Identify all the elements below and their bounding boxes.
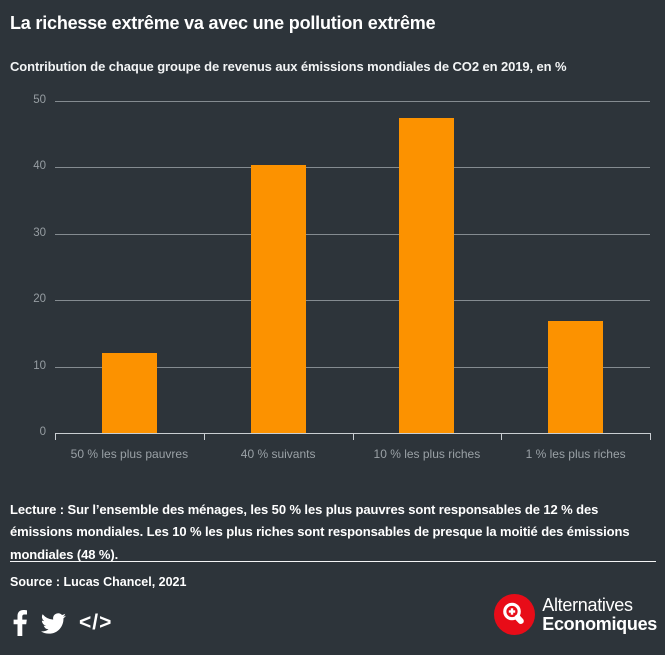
y-tick-label-10: 10: [33, 359, 46, 372]
x-category-label-1: 50 % les plus pauvres: [70, 447, 189, 461]
y-gridline-50: [55, 101, 650, 102]
bar-4: [548, 321, 604, 433]
facebook-icon[interactable]: [12, 610, 28, 636]
source-credit: Source : Lucas Chancel, 2021: [10, 575, 187, 589]
logo-name-line2: Economiques: [542, 613, 657, 634]
x-category-label-4: 1 % les plus riches: [525, 447, 626, 461]
bar-3: [399, 117, 455, 433]
logo-name-line1: Alternatives: [542, 595, 633, 616]
y-tick-label-0: 0: [39, 426, 46, 438]
y-tick-label-40: 40: [33, 160, 46, 173]
chart-title: La richesse extrême va avec une pollutio…: [10, 13, 436, 33]
y-tick-label-50: 50: [33, 94, 46, 106]
x-category-label-2: 40 % suivants: [240, 447, 316, 461]
x-category-label-3: 10 % les plus riches: [373, 447, 481, 461]
y-gridline-10: [55, 366, 650, 368]
bar-2: [250, 165, 306, 433]
x-axis-tick-1: [203, 433, 205, 440]
y-gridline-30: [55, 233, 650, 235]
x-axis-tick-2: [352, 433, 354, 440]
twitter-icon[interactable]: [41, 612, 66, 634]
y-gridline-40: [55, 167, 650, 169]
embed-code-icon[interactable]: </>: [79, 611, 113, 634]
x-axis-tick-4: [650, 433, 651, 440]
x-axis-tick-3: [501, 433, 503, 440]
magnifier-plus-icon: [494, 594, 536, 635]
y-tick-label-30: 30: [33, 226, 46, 239]
y-gridline-20: [55, 300, 650, 302]
share-buttons: </>: [12, 608, 112, 638]
reading-note: Lecture : Sur l’ensemble des ménages, le…: [10, 502, 630, 562]
bar-1: [101, 353, 157, 433]
publisher-logo-text: Alternatives Economiques: [542, 596, 657, 633]
bar-chart: 0 10 20 30 40 50 50 % les plus pauvres 40 % sui…: [0, 90, 665, 475]
x-axis-tick-0: [55, 433, 56, 440]
publisher-logo[interactable]: Alternatives Economiques: [494, 594, 657, 635]
chart-subtitle: Contribution de chaque groupe de revenus…: [10, 59, 567, 74]
y-tick-label-20: 20: [33, 293, 46, 306]
footer-divider: [10, 561, 656, 562]
